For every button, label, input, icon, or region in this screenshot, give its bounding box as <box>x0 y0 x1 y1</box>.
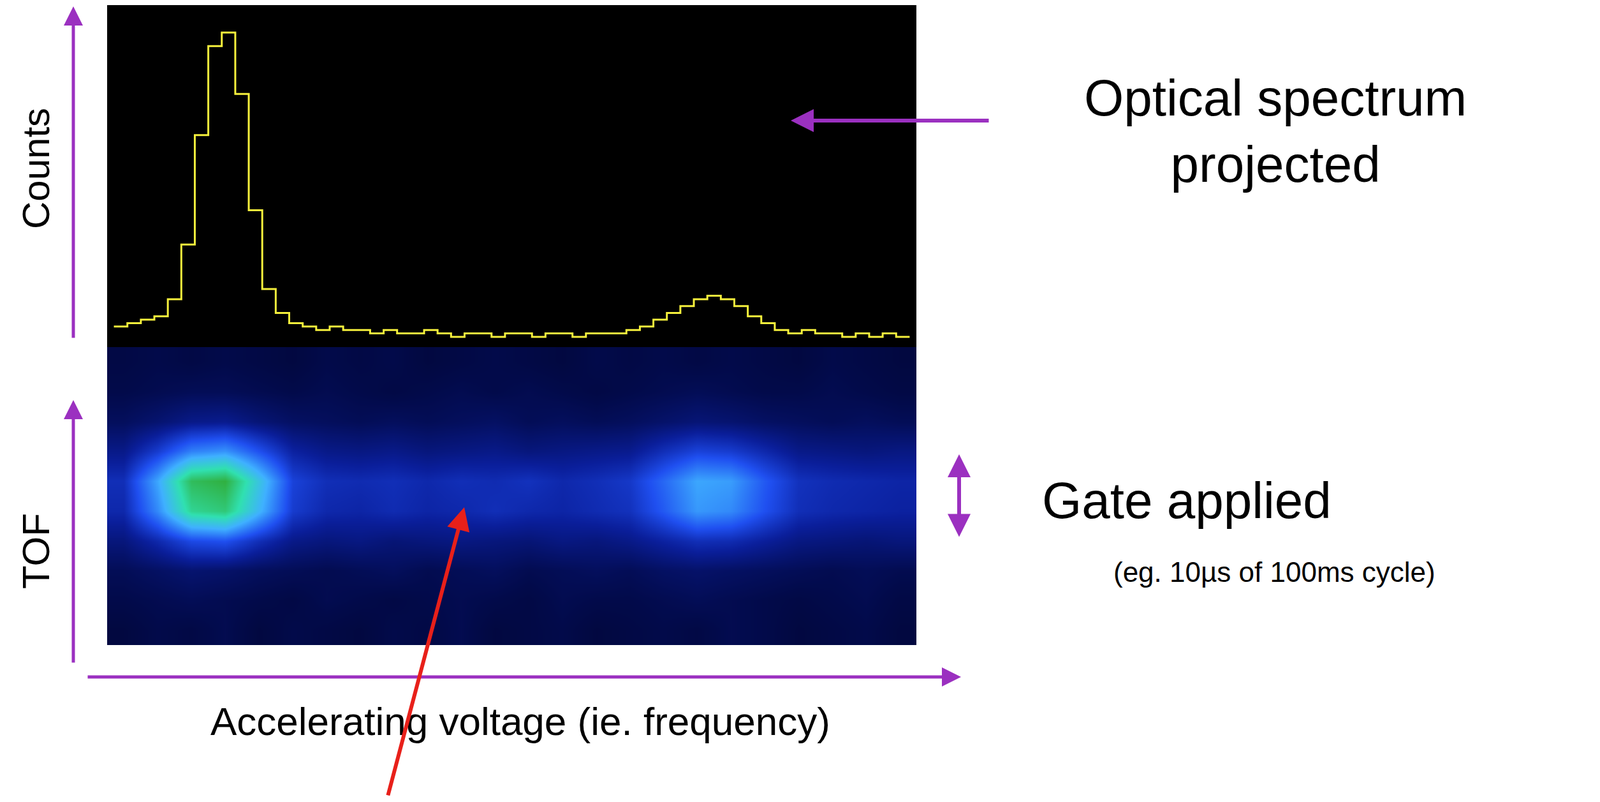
svg-text:Optical spectrumprojected: Optical spectrumprojected <box>1084 69 1467 193</box>
svg-text:(eg. 10µs of 100ms cycle): (eg. 10µs of 100ms cycle) <box>1113 556 1436 588</box>
svg-text:Accelerating voltage (ie. freq: Accelerating voltage (ie. frequency) <box>210 698 831 743</box>
svg-text:Gate applied: Gate applied <box>1042 471 1332 529</box>
svg-text:TOF: TOF <box>14 512 58 589</box>
svg-text:Counts: Counts <box>14 107 58 229</box>
